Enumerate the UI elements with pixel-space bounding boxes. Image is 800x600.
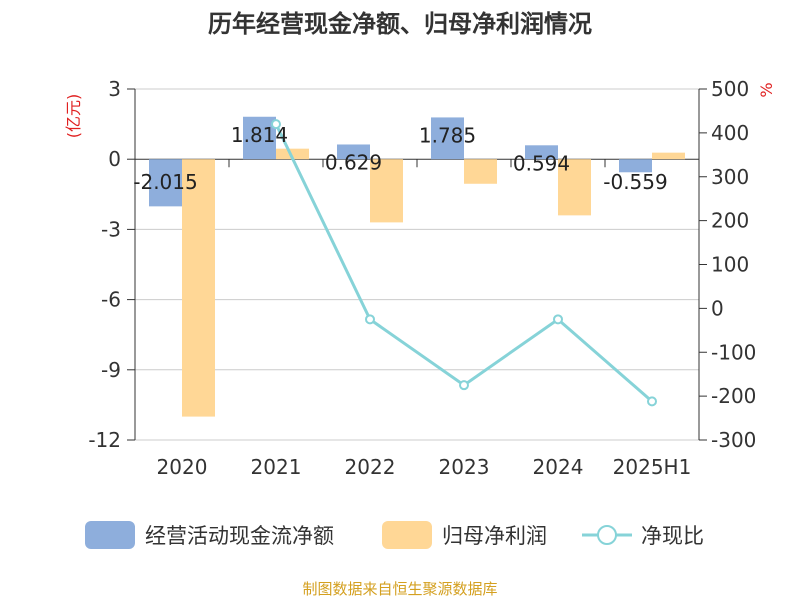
source-note: 制图数据来自恒生聚源数据库 xyxy=(302,580,497,598)
netprofit-bar xyxy=(558,159,591,216)
cashflow-data-label: 0.629 xyxy=(325,150,382,174)
chart-title: 历年经营现金净额、归母净利润情况 xyxy=(208,10,592,38)
data-labels: -2.015 1.814 0.629 1.785 0.594 -0.559 xyxy=(133,123,667,194)
right-tick-label: -200 xyxy=(711,384,756,408)
legend-swatch-cashflow xyxy=(85,521,135,549)
right-tick-label: 300 xyxy=(711,165,749,189)
right-axis-title: % xyxy=(757,82,776,97)
cashflow-bar xyxy=(525,145,558,160)
cashflow-bar xyxy=(431,117,464,160)
left-tick-label: -9 xyxy=(101,358,121,382)
netprofit-bar xyxy=(652,152,685,160)
ratio-point xyxy=(647,396,657,407)
ratio-point xyxy=(459,380,469,391)
cashflow-bar xyxy=(619,159,652,173)
legend-swatch-netprofit xyxy=(382,521,432,549)
left-tick-label: -12 xyxy=(88,428,121,452)
grid xyxy=(135,88,699,441)
legend: 经营活动现金流净额 归母净利润 净现比 xyxy=(85,521,704,549)
cashflow-bar xyxy=(243,116,276,160)
right-tick-label: 500 xyxy=(711,77,749,101)
cashflow-data-label: 0.594 xyxy=(513,151,570,175)
cashflow-data-label: 1.814 xyxy=(231,123,288,147)
bars xyxy=(149,116,685,417)
legend-label-cashflow: 经营活动现金流净额 xyxy=(145,524,334,548)
right-tick-label: -300 xyxy=(711,428,756,452)
left-axis-title: (亿元) xyxy=(64,94,83,139)
cashflow-bar xyxy=(337,144,370,160)
ratio-point xyxy=(553,314,563,325)
legend-label-netprofit: 归母净利润 xyxy=(442,524,547,548)
category-label: 2022 xyxy=(345,455,396,479)
netprofit-bar xyxy=(370,159,403,223)
left-tick-label: -6 xyxy=(101,288,121,312)
cashflow-bar xyxy=(149,159,182,207)
right-tick-label: 100 xyxy=(711,253,749,277)
cashflow-data-label: 1.785 xyxy=(419,123,476,147)
left-tick-label: 0 xyxy=(108,147,121,171)
legend-swatch-ratio-marker xyxy=(597,525,617,545)
right-tick-label: 0 xyxy=(711,296,724,320)
cashflow-data-label: -2.015 xyxy=(133,170,197,194)
category-label: 2021 xyxy=(251,455,302,479)
category-label: 2025H1 xyxy=(613,455,692,479)
left-tick-label: 3 xyxy=(108,77,121,101)
right-tick-label: 400 xyxy=(711,121,749,145)
right-tick-label: 200 xyxy=(711,209,749,233)
legend-label-ratio: 净现比 xyxy=(641,524,704,548)
netprofit-bar xyxy=(182,159,215,417)
ratio-line xyxy=(271,119,657,407)
ratio-point xyxy=(365,314,375,325)
ratio-point xyxy=(271,119,281,130)
netprofit-bar xyxy=(464,159,497,184)
netprofit-bar xyxy=(276,148,309,160)
left-tick-label: -3 xyxy=(101,217,121,241)
right-tick-label: -100 xyxy=(711,340,756,364)
axes: 3 0 -3 -6 -9 -12 500 400 300 200 100 0 -100 -200 -300 2… xyxy=(64,77,776,479)
cashflow-data-label: -0.559 xyxy=(603,170,667,194)
category-label: 2023 xyxy=(439,455,490,479)
category-label: 2020 xyxy=(157,455,208,479)
category-label: 2024 xyxy=(533,455,584,479)
